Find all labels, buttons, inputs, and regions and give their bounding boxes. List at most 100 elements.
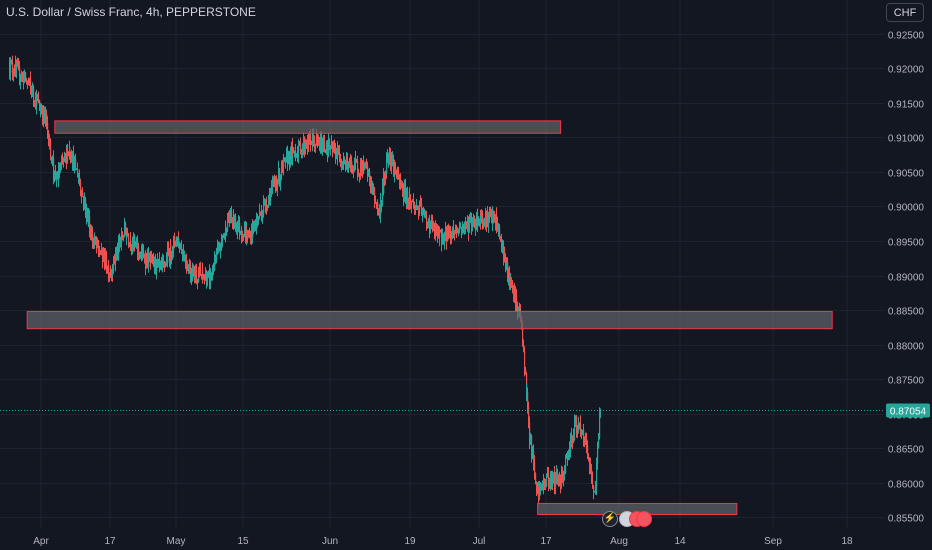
currency-button[interactable]: CHF (886, 3, 924, 22)
candle-body (433, 225, 435, 229)
candle-body (172, 250, 174, 256)
candle-body (410, 200, 412, 205)
candle-body (403, 191, 405, 198)
candle-body (207, 273, 209, 279)
candle-body (317, 140, 319, 142)
candle-body (392, 159, 394, 163)
candle-body (109, 273, 111, 277)
candle-body (368, 170, 370, 176)
candle-body (571, 436, 573, 442)
candle-body (544, 481, 546, 487)
candle-body (432, 221, 434, 229)
candle-body (225, 225, 227, 235)
candle-body (146, 256, 148, 267)
candle-body (598, 437, 600, 448)
candle-body (230, 211, 232, 220)
candle-body (92, 234, 94, 242)
candle-body (548, 482, 550, 484)
candle-body (194, 276, 196, 278)
candle-body (540, 486, 542, 490)
y-tick-label: 0.91000 (888, 134, 925, 145)
candle-body (37, 96, 39, 101)
candle-body (454, 231, 456, 233)
candle-body (394, 165, 396, 168)
candle-body (385, 170, 387, 180)
x-tick-label: Jun (322, 536, 338, 547)
candle-body (513, 289, 515, 296)
candle-body (9, 64, 11, 72)
candle-body (228, 216, 230, 220)
candle-body (113, 256, 115, 271)
candle-body (329, 140, 331, 150)
y-tick-label: 0.90000 (888, 203, 925, 214)
y-tick-label: 0.91500 (888, 100, 925, 111)
candle-body (119, 242, 121, 245)
candle-body (399, 175, 401, 183)
candle-body (89, 228, 91, 231)
candle-body (150, 258, 152, 262)
candle-body (301, 150, 303, 155)
candle-body (332, 143, 334, 151)
candle-body (36, 96, 38, 106)
candle-body (517, 302, 519, 307)
last-price-tag (886, 403, 930, 418)
candle-body (579, 423, 581, 425)
candle-body (57, 177, 59, 180)
candle-body (444, 234, 446, 244)
candle-body (23, 77, 25, 84)
candle-body (29, 79, 31, 83)
candle-body (292, 146, 294, 148)
candle-body (505, 257, 507, 270)
candle-body (295, 151, 297, 157)
candle-body (371, 183, 373, 190)
candle-body (490, 213, 492, 215)
flash-icon[interactable]: ⚡ (602, 511, 618, 527)
candle-body (212, 271, 214, 276)
candle-body (340, 163, 342, 165)
candle-body (353, 166, 355, 173)
candle-body (310, 138, 312, 145)
candle-body (369, 177, 371, 184)
candle-body (367, 165, 369, 176)
candle-body (76, 168, 78, 171)
candle-body (480, 221, 482, 223)
ch-flag-icon-2[interactable] (636, 511, 652, 527)
candle-body (202, 269, 204, 276)
candle-body (243, 234, 245, 238)
candle-body (374, 198, 376, 202)
candle-body (16, 65, 18, 70)
candle-body (227, 216, 229, 232)
candle-body (70, 155, 72, 158)
candle-body (387, 157, 389, 160)
y-tick-label: 0.89000 (888, 273, 925, 284)
candle-body (88, 216, 90, 219)
candle-body (419, 203, 421, 215)
candle-body (90, 228, 92, 234)
candle-body (553, 472, 555, 476)
candle-body (107, 270, 109, 272)
candle-body (255, 222, 257, 229)
candle-body (219, 245, 221, 250)
candle-body (194, 267, 196, 277)
candle-body (573, 433, 575, 443)
candle-body (440, 230, 442, 232)
candle-body (322, 145, 324, 152)
candle-body (451, 231, 453, 240)
candle-body (195, 271, 197, 277)
candle-body (174, 236, 176, 243)
candle-body (239, 222, 241, 233)
candle-body (324, 142, 326, 150)
candle-body (157, 259, 159, 263)
candle-body (138, 246, 140, 253)
candle-body (511, 281, 513, 284)
candle-body (201, 274, 203, 276)
candle-body (284, 159, 286, 161)
candle-body (590, 465, 592, 471)
candle-body (430, 226, 432, 230)
candle-body (259, 211, 261, 218)
candle-body (377, 202, 379, 209)
candle-body (273, 182, 275, 184)
candle-body (178, 241, 180, 247)
